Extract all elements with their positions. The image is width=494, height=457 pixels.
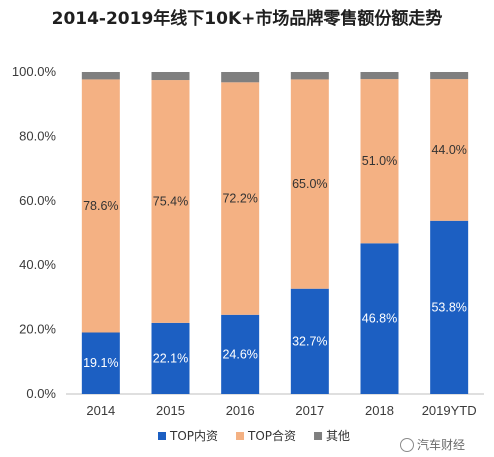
bar-segment [430,220,469,394]
watermark-text: 汽车财经 [417,438,466,452]
y-tick-label: 0.0% [26,386,56,401]
y-tick-label: 60.0% [19,193,56,208]
legend-label: TOP合资 [247,428,296,443]
bar-segment [151,322,190,394]
x-tick-label: 2018 [365,403,394,418]
bar-segment [430,79,469,221]
data-labels: 19.1% 78.6% 22.1% 75.4% 24.6% 72.2% 32.7% 65.0%… [83,143,467,370]
bar-segment [151,80,190,323]
bar-segment [81,79,120,333]
bar-segment [290,79,329,289]
y-tick-label: 80.0% [19,128,56,143]
data-label: 75.4% [153,194,188,208]
bar-segment [360,243,399,394]
bar-segment [81,332,120,394]
bar-segment [290,288,329,394]
bar-segment [360,79,399,244]
legend-swatch [236,432,245,440]
bar-segment [430,72,469,80]
bar-segment [360,72,399,80]
data-label: 65.0% [292,177,327,191]
data-label: 19.1% [83,356,118,370]
legend-item: 其他 [314,429,350,443]
x-tick-label: 2016 [226,403,255,418]
bar-segment [221,82,260,315]
data-label: 44.0% [431,143,466,157]
data-label: 53.8% [431,300,466,314]
bar-segment [221,314,260,394]
y-tick-label: 20.0% [19,322,56,337]
bar-segment [221,72,260,83]
x-tick-label: 2019YTD [422,403,477,418]
legend-swatch [158,432,166,440]
bar-segment [151,72,190,81]
legend-item: TOP合资 [236,428,296,443]
x-tick-label: 2015 [156,403,185,418]
bar-segment [290,72,329,80]
legend-label: TOP内资 [169,429,218,443]
legend-label: 其他 [326,429,350,443]
x-tick-label: 2014 [86,403,115,418]
data-label: 46.8% [362,312,397,326]
data-label: 78.6% [83,199,118,213]
data-label: 72.2% [222,192,257,206]
data-label: 24.6% [222,347,257,361]
x-tick-label: 2017 [295,403,324,418]
watermark: 汽车财经 [400,436,465,453]
y-tick-label: 40.0% [19,257,56,272]
wechat-icon [400,438,414,452]
data-label: 22.1% [153,351,188,365]
data-label: 51.0% [362,154,397,168]
legend-swatch [314,432,323,440]
legend: TOP内资 TOP合资 其他 [158,428,350,443]
bar-segment [81,72,120,80]
legend-item: TOP内资 [158,429,218,443]
data-label: 32.7% [292,334,327,348]
bars [81,72,469,394]
chart-title: 2014-2019年线下10K+市场品牌零售额份额走势 [51,9,443,29]
axes: 0.0% 20.0% 40.0% 60.0% 80.0% 100.0% 2014 2015 20… [12,64,484,418]
y-tick-label: 100.0% [12,64,57,79]
